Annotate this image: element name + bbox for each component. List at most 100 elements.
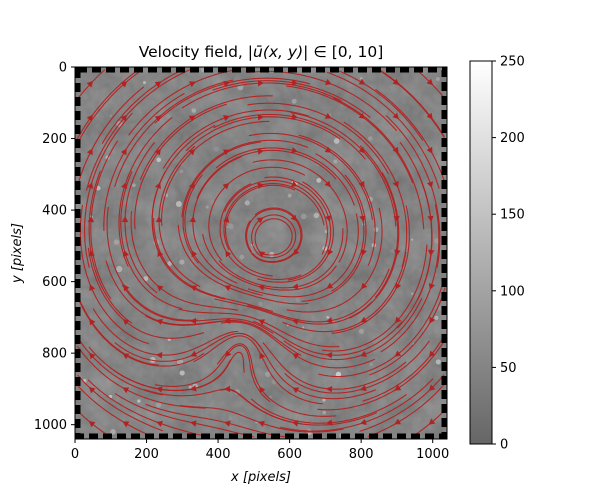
y-tick-label: 1000 <box>34 418 67 433</box>
y-tick-label: 600 <box>42 275 67 290</box>
y-axis-var: y <box>10 275 25 284</box>
stream-arrow <box>189 216 196 223</box>
bright-speck <box>434 315 439 320</box>
bright-speck <box>155 402 162 408</box>
bright-speck <box>179 370 185 376</box>
colorbar-tick-label: 150 <box>500 208 525 223</box>
colorbar-tick-label: 200 <box>500 131 525 146</box>
stream-arrow <box>122 319 130 326</box>
stream-arrow <box>256 217 264 224</box>
stream-arrow <box>394 418 402 425</box>
stream-arrow <box>189 81 196 88</box>
stream-arrow <box>121 216 129 223</box>
stream-arrow <box>325 215 332 222</box>
stream-arrow <box>326 317 333 324</box>
stream-arrow <box>222 149 230 156</box>
colorbar-ticks: 0 50 100 150 200 250 <box>492 55 525 453</box>
stream-arrow <box>257 148 264 155</box>
stream-arrow <box>89 284 96 291</box>
bright-speck <box>109 114 113 117</box>
streamline <box>76 294 159 366</box>
streamline <box>114 393 254 438</box>
stream-arrow <box>154 81 162 88</box>
bright-speck <box>313 212 320 219</box>
stream-arrow <box>259 352 266 360</box>
bright-speck <box>113 239 120 245</box>
stream-arrow <box>89 318 96 326</box>
bright-speck <box>143 276 149 282</box>
colorbar: 0 50 100 150 200 250 <box>469 55 525 453</box>
bright-speck <box>368 136 373 141</box>
streamlines <box>76 68 446 438</box>
title-suffix: | ∈ [0, 10] <box>303 43 383 61</box>
bright-speck <box>316 177 322 183</box>
stream-arrow <box>428 384 436 391</box>
stream-arrow <box>327 248 334 256</box>
bright-speck <box>335 371 342 378</box>
stream-arrow <box>291 180 298 187</box>
streamline <box>362 335 445 402</box>
stream-arrow <box>190 285 198 292</box>
stream-arrow <box>88 421 96 428</box>
x-axis-unit: [pixels] <box>243 470 291 485</box>
bright-speck <box>358 328 364 334</box>
stream-arrow <box>156 285 164 292</box>
stream-arrow <box>325 79 332 85</box>
stream-arrow <box>224 420 231 427</box>
stream-arrow <box>188 115 196 122</box>
stream-arrow <box>224 285 231 292</box>
stream-arrow <box>258 251 266 258</box>
stream-arrow <box>225 250 232 258</box>
bright-speck <box>390 249 395 253</box>
bright-speck <box>300 213 307 220</box>
streamline <box>369 287 446 376</box>
streamline <box>145 403 288 438</box>
stream-arrow <box>394 316 402 324</box>
x-tick-label: 600 <box>277 447 302 462</box>
stream-arrow <box>324 112 332 119</box>
stream-arrow <box>257 114 264 121</box>
bright-speck <box>258 301 263 307</box>
stream-arrow <box>360 418 367 425</box>
stream-arrow <box>258 284 265 291</box>
stream-arrow <box>259 386 266 394</box>
bright-speck <box>179 169 184 174</box>
stream-arrow <box>292 248 300 256</box>
stream-arrow <box>86 80 94 88</box>
stream-arrow <box>326 419 333 426</box>
bright-speck <box>326 316 330 319</box>
streamline <box>87 379 209 438</box>
stream-arrow <box>257 182 264 189</box>
stream-arrow <box>291 147 298 154</box>
streamline <box>367 383 446 438</box>
bright-speck <box>110 429 116 435</box>
stream-arrow <box>324 146 332 153</box>
y-axis-label: y [pixels] <box>10 223 25 284</box>
stream-arrow <box>359 215 366 222</box>
streamline <box>77 385 153 438</box>
streamline <box>101 68 184 144</box>
bright-speck <box>369 362 373 366</box>
streamline <box>317 340 445 411</box>
stream-arrow <box>429 316 436 324</box>
streamline <box>76 68 140 140</box>
stream-arrow <box>360 350 367 357</box>
y-axis-unit: [pixels] <box>10 223 25 271</box>
stream-arrow <box>428 249 435 256</box>
stream-arrow <box>290 214 297 222</box>
stream-arrow <box>190 317 197 325</box>
title-prefix: Velocity field, | <box>139 43 253 61</box>
title-args: (x, y) <box>263 43 303 61</box>
title-u: ū <box>253 43 263 61</box>
stream-arrow <box>326 386 333 393</box>
x-axis-label: x [pixels] <box>230 470 291 485</box>
stream-arrow <box>157 250 164 257</box>
colorbar-tick-label: 250 <box>500 55 525 70</box>
bright-speck <box>142 81 147 85</box>
streamline <box>378 68 445 137</box>
stream-arrow <box>120 148 127 156</box>
stream-arrow <box>291 113 298 120</box>
x-tick-label: 200 <box>134 447 159 462</box>
stream-arrow <box>122 421 130 428</box>
